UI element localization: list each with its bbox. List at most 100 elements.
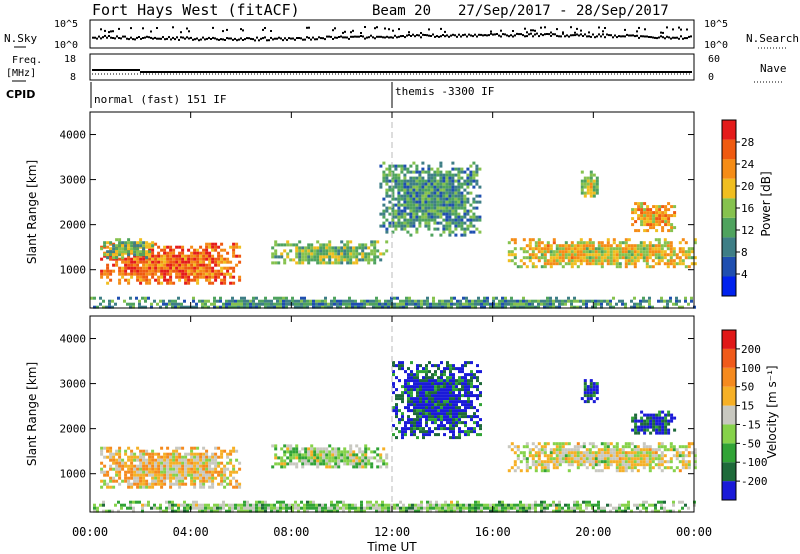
power-cell bbox=[304, 246, 308, 250]
nsky-point bbox=[106, 36, 108, 39]
power-cell bbox=[112, 247, 116, 251]
power-cell bbox=[394, 212, 398, 216]
velocity-cell bbox=[458, 421, 461, 425]
nsky-point bbox=[672, 36, 674, 39]
velocity-cell bbox=[609, 451, 613, 455]
power-cell bbox=[594, 305, 597, 309]
velocity-cell bbox=[471, 506, 474, 510]
velocity-cell bbox=[223, 464, 227, 468]
velocity-cell bbox=[207, 506, 210, 510]
velocity-cell bbox=[382, 462, 386, 466]
power-cell bbox=[274, 240, 278, 244]
velocity-cell bbox=[576, 503, 579, 507]
velocity-cell bbox=[148, 464, 152, 468]
velocity-cell bbox=[286, 462, 290, 466]
velocity-cell bbox=[193, 467, 197, 471]
velocity-cell bbox=[634, 431, 638, 435]
velocity-cell bbox=[522, 503, 525, 507]
power-cell bbox=[162, 299, 165, 303]
velocity-cell bbox=[211, 482, 215, 486]
power-cell bbox=[600, 302, 603, 306]
velocity-cell bbox=[552, 500, 555, 504]
velocity-cell bbox=[201, 509, 204, 513]
power-ylabel: Slant Range [km] bbox=[25, 160, 39, 264]
nsearch-point bbox=[226, 28, 228, 31]
power-cell bbox=[477, 296, 480, 300]
velocity-cell bbox=[664, 428, 668, 432]
nsky-point bbox=[358, 35, 360, 38]
power-cell bbox=[331, 255, 335, 259]
velocity-cell bbox=[202, 458, 206, 462]
velocity-cell bbox=[461, 379, 464, 383]
velocity-cell bbox=[316, 462, 320, 466]
power-cell bbox=[580, 179, 584, 183]
power-cell bbox=[438, 302, 441, 306]
power-cell bbox=[463, 206, 467, 210]
nsearch-point bbox=[544, 26, 546, 29]
power-cell bbox=[187, 260, 191, 264]
power-cell bbox=[367, 246, 371, 250]
power-cell bbox=[642, 241, 646, 245]
velocity-cell bbox=[222, 503, 225, 507]
power-cell bbox=[442, 179, 446, 183]
velocity-cell bbox=[118, 476, 122, 480]
velocity-cell bbox=[446, 391, 449, 395]
velocity-cell bbox=[464, 385, 467, 389]
power-cell bbox=[145, 263, 149, 267]
velocity-cell bbox=[154, 470, 158, 474]
power-cell bbox=[151, 251, 155, 255]
power-cell bbox=[192, 305, 195, 309]
velocity-cell bbox=[129, 500, 132, 504]
velocity-cell bbox=[428, 397, 431, 401]
velocity-cell bbox=[618, 451, 622, 455]
velocity-cell bbox=[425, 421, 428, 425]
velocity-cell bbox=[369, 506, 372, 510]
power-cell bbox=[606, 302, 609, 306]
velocity-cell bbox=[429, 506, 432, 510]
power-cell bbox=[225, 299, 228, 303]
velocity-cell bbox=[437, 400, 440, 404]
velocity-cell bbox=[603, 463, 607, 467]
velocity-cell bbox=[274, 456, 278, 460]
velocity-cell bbox=[413, 433, 416, 437]
velocity-cell bbox=[325, 465, 329, 469]
power-cell bbox=[331, 246, 335, 250]
power-cell bbox=[208, 245, 212, 249]
velocity-cell bbox=[479, 433, 482, 437]
power-cell bbox=[436, 182, 440, 186]
velocity-cell bbox=[561, 445, 565, 449]
velocity-cell bbox=[407, 394, 410, 398]
velocity-cell bbox=[458, 370, 461, 374]
velocity-cell bbox=[543, 463, 547, 467]
power-cell bbox=[669, 259, 673, 263]
velocity-cell bbox=[612, 460, 616, 464]
power-cell bbox=[228, 302, 231, 306]
power-cell bbox=[459, 305, 462, 309]
power-cell bbox=[358, 246, 362, 250]
velocity-cell bbox=[358, 465, 362, 469]
velocity-cell bbox=[243, 506, 246, 510]
power-cell bbox=[609, 259, 613, 263]
velocity-cell bbox=[452, 430, 455, 434]
nsky-point bbox=[222, 38, 224, 41]
power-cell bbox=[316, 249, 320, 253]
power-cell bbox=[415, 176, 419, 180]
power-cell bbox=[238, 260, 242, 264]
power-cell bbox=[138, 305, 141, 309]
velocity-cell bbox=[184, 455, 188, 459]
power-cell bbox=[306, 305, 309, 309]
velocity-cell bbox=[243, 500, 246, 504]
power-cell bbox=[390, 296, 393, 300]
power-cell bbox=[576, 305, 579, 309]
velocity-cell bbox=[431, 430, 434, 434]
power-cell bbox=[397, 179, 401, 183]
power-cell bbox=[322, 243, 326, 247]
velocity-cell bbox=[443, 406, 446, 410]
velocity-cell bbox=[537, 503, 540, 507]
power-cell bbox=[285, 305, 288, 309]
power-cell bbox=[415, 227, 419, 231]
nsearch-point bbox=[562, 31, 564, 34]
velocity-cell bbox=[564, 454, 568, 458]
nsky-point bbox=[618, 35, 620, 38]
power-cell bbox=[367, 252, 371, 256]
